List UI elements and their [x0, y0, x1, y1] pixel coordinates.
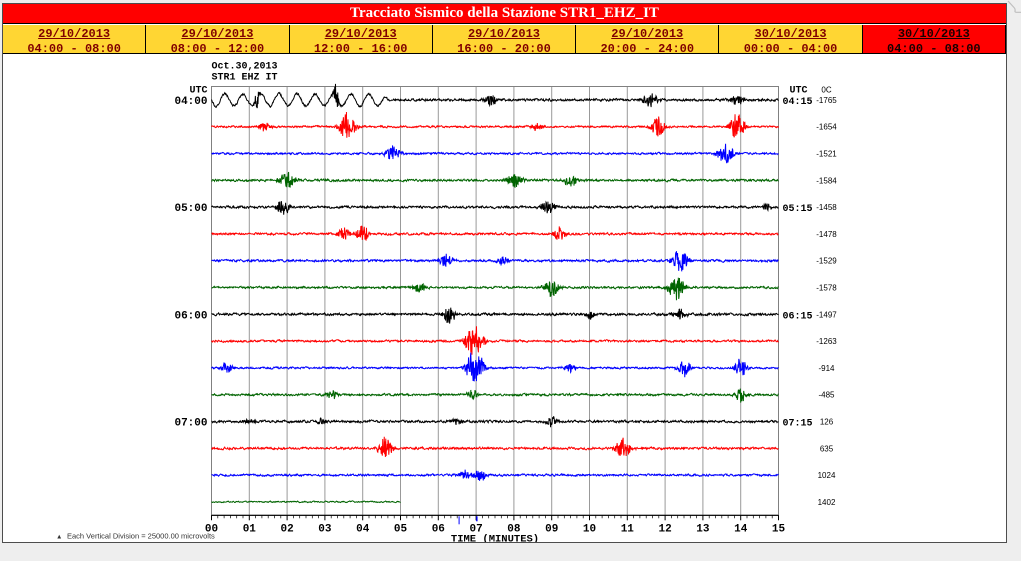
svg-text:04: 04	[356, 523, 370, 535]
svg-text:1024: 1024	[818, 471, 836, 480]
svg-text:-1263: -1263	[816, 337, 837, 346]
svg-text:02: 02	[280, 523, 293, 535]
svg-text:635: 635	[820, 444, 834, 453]
svg-text:06: 06	[432, 523, 445, 535]
svg-text:-485: -485	[818, 391, 835, 400]
svg-text:12: 12	[658, 523, 671, 535]
svg-text:10: 10	[583, 523, 596, 535]
svg-text:-1654: -1654	[816, 123, 837, 132]
svg-text:Each Vertical Division = 25000: Each Vertical Division = 25000.00 microv…	[67, 531, 215, 540]
svg-text:14: 14	[734, 523, 748, 535]
svg-text:UTC: UTC	[790, 86, 808, 97]
svg-text:06:15: 06:15	[783, 311, 813, 322]
svg-text:05:15: 05:15	[783, 204, 813, 215]
svg-text:-1497: -1497	[816, 310, 837, 319]
svg-text:07:15: 07:15	[783, 419, 813, 430]
svg-text:0C: 0C	[821, 86, 831, 95]
svg-text:-914: -914	[818, 364, 835, 373]
svg-text:09: 09	[545, 523, 558, 535]
svg-text:03: 03	[318, 523, 332, 535]
svg-text:-1578: -1578	[816, 284, 837, 293]
svg-text:07:00: 07:00	[174, 418, 207, 430]
svg-text:126: 126	[820, 418, 834, 427]
svg-text:STR1 EHZ IT: STR1 EHZ IT	[212, 73, 278, 84]
svg-text:11: 11	[621, 523, 635, 535]
svg-text:-1529: -1529	[816, 257, 837, 266]
svg-text:06:00: 06:00	[174, 310, 207, 322]
svg-text:13: 13	[696, 523, 710, 535]
svg-text:▲: ▲	[56, 533, 62, 540]
svg-text:05: 05	[394, 523, 408, 535]
svg-text:Oct.30,2013: Oct.30,2013	[212, 62, 278, 73]
svg-text:-1521: -1521	[816, 150, 837, 159]
svg-text:05:00: 05:00	[174, 203, 207, 215]
svg-text:-1765: -1765	[816, 96, 837, 105]
svg-text:-1458: -1458	[816, 203, 837, 212]
svg-text:04:00: 04:00	[174, 96, 207, 108]
svg-text:04:15: 04:15	[783, 97, 813, 108]
svg-text:-1584: -1584	[816, 176, 837, 185]
svg-text:01: 01	[243, 523, 257, 535]
svg-text:-1478: -1478	[816, 230, 837, 239]
svg-text:1402: 1402	[818, 498, 836, 507]
svg-text:UTC: UTC	[189, 86, 207, 97]
svg-text:15: 15	[772, 523, 786, 535]
svg-text:TIME (MINUTES): TIME (MINUTES)	[451, 533, 539, 542]
